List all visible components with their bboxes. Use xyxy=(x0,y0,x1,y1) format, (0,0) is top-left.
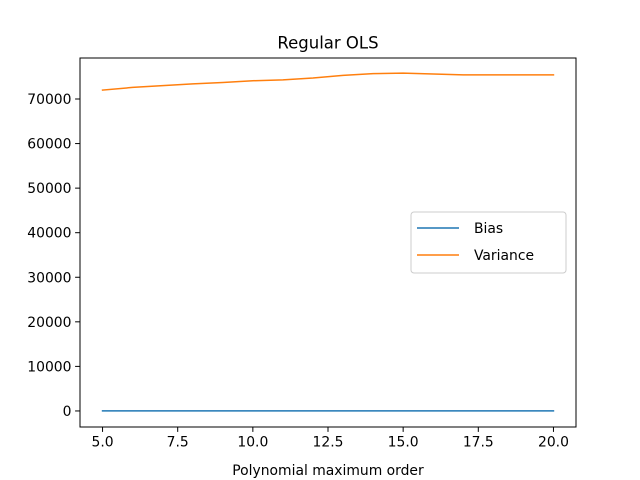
series-line-variance xyxy=(101,72,555,91)
legend: Bias Variance xyxy=(410,211,567,274)
x-tick-label: 5.0 xyxy=(91,435,113,451)
x-tick-label: 20.0 xyxy=(538,435,569,451)
x-tick-label: 15.0 xyxy=(388,435,419,451)
x-tick-label: 10.0 xyxy=(237,435,268,451)
y-tick-label: 70000 xyxy=(27,92,71,108)
x-tick-label: 17.5 xyxy=(463,435,494,451)
y-tick-label: 10000 xyxy=(27,359,71,375)
y-tick-label: 20000 xyxy=(27,315,71,331)
plot-frame xyxy=(79,57,577,428)
x-axis-label: Polynomial maximum order xyxy=(232,463,424,479)
x-tick-label: 7.5 xyxy=(167,435,189,451)
y-tick-label: 30000 xyxy=(27,270,71,286)
y-tick-label: 50000 xyxy=(27,181,71,197)
series-lines xyxy=(101,72,555,412)
y-tick-label: 40000 xyxy=(27,226,71,242)
y-axis-ticks: 0 10000 20000 30000 40000 50000 60000 70000 xyxy=(27,92,80,420)
chart-title: Regular OLS xyxy=(277,34,378,53)
y-tick-label: 0 xyxy=(63,404,72,420)
x-tick-label: 12.5 xyxy=(313,435,344,451)
legend-label-variance: Variance xyxy=(474,248,534,264)
x-axis-ticks: 5.0 7.5 10.0 12.5 15.0 17.5 20.0 xyxy=(91,427,569,451)
legend-label-bias: Bias xyxy=(474,221,503,237)
y-tick-label: 60000 xyxy=(27,137,71,153)
